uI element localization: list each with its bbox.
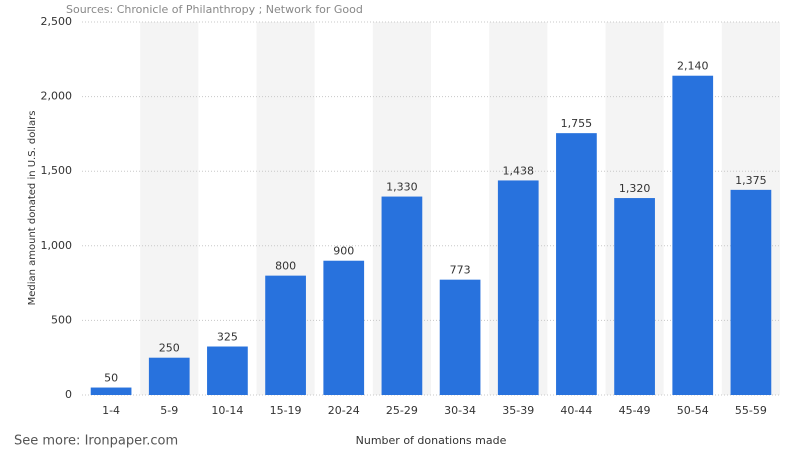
bar — [439, 279, 481, 395]
source: Sources: Chronicle of Philanthropy ; Net… — [66, 3, 363, 16]
y-tick-label: 1,000 — [41, 239, 73, 252]
x-tick-label: 1-4 — [102, 404, 120, 417]
x-tick-label: 55-59 — [735, 404, 767, 417]
y-tick-label: 1,500 — [41, 164, 73, 177]
bar — [381, 196, 423, 395]
footer[interactable]: See more: Ironpaper.com — [14, 434, 178, 449]
bar — [730, 189, 772, 395]
x-tick-label: 30-34 — [444, 404, 476, 417]
value-label: 2,140 — [677, 60, 709, 73]
bar — [497, 180, 539, 395]
value-label: 800 — [275, 260, 296, 273]
bar — [265, 275, 306, 395]
bar — [148, 357, 190, 395]
value-label: 50 — [104, 372, 118, 385]
bar — [90, 387, 132, 395]
bar — [556, 133, 597, 396]
x-tick-label: 25-29 — [386, 404, 418, 417]
y-axis-label: Median amount donated in U.S. dollars — [27, 111, 38, 306]
x-tick-label: 5-9 — [160, 404, 178, 417]
value-label: 1,330 — [386, 181, 418, 194]
value-label: 773 — [450, 264, 471, 277]
bar — [672, 75, 714, 395]
value-label: 1,755 — [561, 117, 593, 130]
x-tick-label: 10-14 — [211, 404, 243, 417]
x-tick-label: 20-24 — [328, 404, 360, 417]
y-tick-label: 0 — [65, 388, 72, 401]
bar — [614, 198, 655, 395]
x-tick-label: 45-49 — [619, 404, 651, 417]
bar — [323, 260, 365, 395]
y-tick-label: 500 — [51, 313, 72, 326]
x-tick-label: 40-44 — [560, 404, 592, 417]
x-tick-label: 35-39 — [502, 404, 534, 417]
value-label: 900 — [333, 245, 354, 258]
x-tick-label: 15-19 — [270, 404, 302, 417]
value-label: 325 — [217, 331, 238, 344]
x-axis-label: Number of donations made — [356, 434, 507, 447]
x-tick-label: 50-54 — [677, 404, 709, 417]
value-label: 1,320 — [619, 182, 651, 195]
value-label: 1,438 — [503, 164, 535, 177]
y-tick-label: 2,000 — [41, 90, 73, 103]
band — [140, 22, 199, 395]
y-tick-label: 2,500 — [41, 15, 73, 28]
value-label: 1,375 — [735, 174, 767, 187]
value-label: 250 — [159, 342, 180, 355]
bar — [207, 346, 248, 395]
